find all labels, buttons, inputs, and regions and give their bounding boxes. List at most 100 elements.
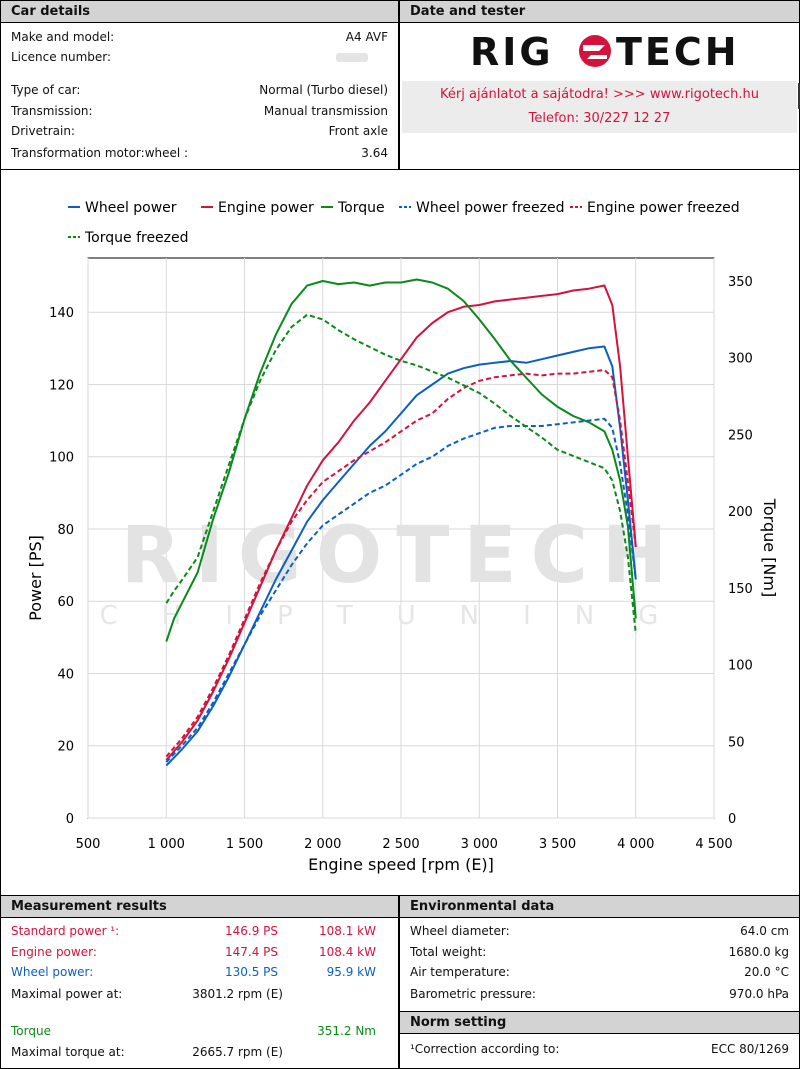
legend-label: Wheel power [85,200,177,216]
total-weight-row: Total weight: 1680.0 kg [410,942,789,962]
x-axis-ticks: 500 1 000 1 500 2 000 2 500 3 000 3 500 4 000 4 … [76,837,733,852]
y-right-tick-label: 250 [728,428,753,443]
torque-label: Torque [11,1024,51,1038]
transmission-value: Manual transmission [263,104,388,118]
legend-label: Engine power freezed [587,200,740,216]
y-right-tick-label: 50 [728,735,745,750]
y-left-tick-label: 20 [57,740,74,755]
make-model-label: Make and model: [11,30,115,44]
max-torque-value: 2665.7 rpm (E) [192,1045,283,1059]
series-line-engine-power-freezed [165,369,637,758]
type-label: Type of car: [11,83,81,97]
licence-label: Licence number: [11,50,112,64]
y-right-tick-label: 300 [728,352,753,367]
engine-power-ps: 147.4 PS [224,945,278,959]
chart-watermark: RIGOTECH CHIPTUNING [100,511,703,631]
standard-power-kw: 108.1 kW [319,924,376,938]
promo-line-phone: Telefon: 30/227 12 27 [528,111,671,126]
y-left-tick-label: 100 [49,451,74,466]
engine-power-row: Engine power: 147.4 PS 108.4 kW [11,942,388,962]
x-tick-label: 2 500 [382,837,419,852]
engine-power-label: Engine power: [11,945,97,959]
wheel-power-label: Wheel power: [11,965,94,979]
logo-emblem-icon [579,35,611,67]
torque-value: 351.2 Nm [317,1024,376,1038]
engine-power-kw: 108.4 kW [319,945,376,959]
svg-text:TECH: TECH [616,31,740,71]
x-tick-label: 1 000 [148,837,185,852]
correction-value: ECC 80/1269 [710,1042,789,1056]
chart-grid [87,258,715,819]
norm-title: Norm setting [400,1012,799,1034]
air-temp-value: 20.0 °C [744,965,789,979]
transmission-label: Transmission: [11,104,93,118]
wheel-power-row: Wheel power: 130.5 PS 95.9 kW [11,962,388,982]
correction-row: ¹Correction according to: ECC 80/1269 [410,1039,789,1059]
x-tick-label: 3 000 [461,837,498,852]
legend-label: Torque [337,200,385,216]
date-tester-panel: Date and tester RIG TECH Kérj ajánlatot … [399,0,800,170]
x-tick-label: 1 500 [226,837,263,852]
series-line-torque [165,278,637,642]
type-value: Normal (Turbo diesel) [259,83,388,97]
environment-panel: Environmental data Wheel diameter: 64.0 … [399,895,800,1012]
x-tick-label: 4 500 [695,837,732,852]
standard-power-ps: 146.9 PS [224,924,278,938]
chart-series [165,278,637,767]
make-model-value: A4 AVF [345,30,388,44]
x-tick-label: 4 000 [617,837,654,852]
dyno-chart: Wheel power Engine power Torque Wheel power… [26,200,779,874]
max-power-row: Maximal power at: 3801.2 rpm (E) [11,984,388,1004]
watermark-rigotech: RIGOTECH [121,511,681,601]
pressure-label: Barometric pressure: [410,987,536,1001]
legend-label: Torque freezed [84,230,189,246]
wheel-diameter-label: Wheel diameter: [410,924,510,938]
max-power-value: 3801.2 rpm (E) [192,987,283,1001]
y-right-axis-label: Torque [Nm] [760,498,779,597]
environment-title: Environmental data [400,896,799,918]
y-right-tick-label: 100 [728,659,753,674]
promo-line-offer[interactable]: Kérj ajánlatot a sajátodra! >>> www.rigo… [440,87,759,102]
ratio-label: Transformation motor:wheel : [11,146,189,160]
watermark-chiptuning: CHIPTUNING [100,601,703,631]
x-tick-label: 500 [76,837,101,852]
y-left-tick-label: 80 [57,523,74,538]
norm-panel: Norm setting ¹Correction according to: E… [399,1011,800,1069]
y-right-tick-label: 150 [728,582,753,597]
legend-label: Wheel power freezed [416,200,564,216]
y-right-tick-label: 0 [728,812,736,827]
pressure-value: 970.0 hPa [729,987,789,1001]
svg-text:RIG: RIG [470,31,554,71]
total-weight-label: Total weight: [410,945,487,959]
chart-area: Wheel power Engine power Torque Wheel power… [0,170,800,895]
x-tick-label: 2 000 [304,837,341,852]
x-axis-label: Engine speed [rpm (E)] [308,855,494,874]
ratio-value: 3.64 [361,146,388,160]
drivetrain-label: Drivetrain: [11,124,75,138]
x-tick-label: 3 500 [539,837,576,852]
ratio-row: Transformation motor:wheel : 3.64 [11,143,388,163]
wheel-diameter-value: 64.0 cm [740,924,789,938]
make-model-row: Make and model: A4 AVF [11,27,388,47]
wheel-diameter-row: Wheel diameter: 64.0 cm [410,921,789,941]
wheel-power-kw: 95.9 kW [326,965,376,979]
licence-blur [336,53,368,62]
measurement-panel: Measurement results Standard power ¹: 14… [0,895,399,1069]
y-left-tick-label: 40 [57,667,74,682]
rigotech-logo: RIG TECH [470,31,740,71]
series-line-torque-freezed [165,313,637,635]
y-left-tick-label: 0 [66,812,74,827]
air-temp-row: Air temperature: 20.0 °C [410,962,789,982]
series-line-wheel-power-freezed [165,417,637,763]
car-details-title: Car details [1,1,398,23]
scroll-marker [798,83,800,109]
drivetrain-row: Drivetrain: Front axle [11,121,388,141]
y-right-tick-label: 200 [728,505,753,520]
standard-power-row: Standard power ¹: 146.9 PS 108.1 kW [11,921,388,941]
standard-power-label: Standard power ¹: [11,924,120,938]
transmission-row: Transmission: Manual transmission [11,101,388,121]
date-tester-title: Date and tester [400,1,799,23]
type-row: Type of car: Normal (Turbo diesel) [11,80,388,100]
drivetrain-value: Front axle [328,124,388,138]
y-left-axis-label: Power [PS] [26,535,45,621]
